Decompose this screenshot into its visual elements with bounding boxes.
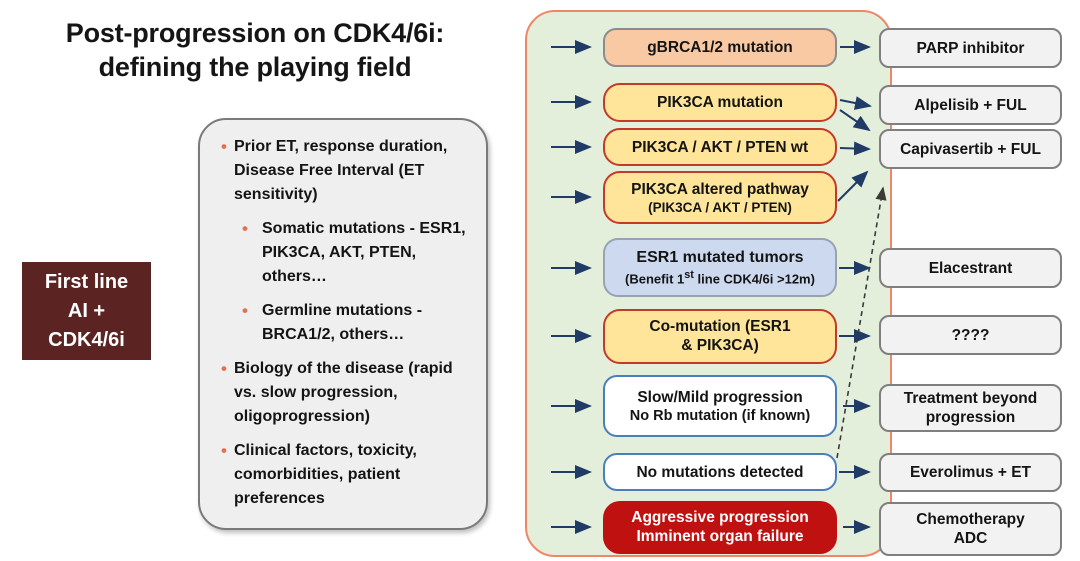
treatment-label-line2: progression <box>925 409 1016 426</box>
mutation-box-slow-mild-progression: Slow/Mild progression No Rb mutation (if… <box>603 375 837 437</box>
treatment-label: Chemotherapy <box>916 511 1025 528</box>
treatment-box-parp-inhibitor: PARP inhibitor <box>879 28 1062 68</box>
list-item: Somatic mutations - ESR1, PIK3CA, AKT, P… <box>220 217 472 289</box>
mutation-box-esr1-mutated: ESR1 mutated tumors (Benefit 1st line CD… <box>603 238 837 297</box>
page-title-line2: defining the playing field <box>98 52 412 82</box>
mutation-label: Slow/Mild progression <box>637 388 803 406</box>
list-item: Prior ET, response duration, Disease Fre… <box>220 135 472 207</box>
mutation-box-aggressive-progression: Aggressive progression Imminent organ fa… <box>603 501 837 554</box>
considerations-list: Prior ET, response duration, Disease Fre… <box>220 135 472 511</box>
mutation-sublabel: (Benefit 1st line CDK4/6i >12m) <box>625 267 815 287</box>
mutation-label: Co-mutation (ESR1 <box>649 318 791 335</box>
treatment-box-treatment-beyond-progression: Treatment beyond progression <box>879 384 1062 432</box>
consideration-text: Germline mutations - BRCA1/2, others… <box>262 302 423 343</box>
page-title: Post-progression on CDK4/6i: defining th… <box>25 16 485 84</box>
treatment-label: Elacestrant <box>928 259 1013 277</box>
first-line-treatment-box: First line AI + CDK4/6i <box>22 262 151 360</box>
mutation-label-line2: Imminent organ failure <box>636 528 804 545</box>
treatment-box-everolimus: Everolimus + ET <box>879 453 1062 492</box>
mutation-label: PIK3CA mutation <box>656 94 783 111</box>
treatment-label: PARP inhibitor <box>916 39 1025 57</box>
mutation-label: ESR1 mutated tumors <box>636 248 804 266</box>
mutation-label: gBRCA1/2 mutation <box>647 39 793 56</box>
mutation-label: PIK3CA / AKT / PTEN wt <box>631 138 809 156</box>
treatment-label: Everolimus + ET <box>909 464 1032 481</box>
treatment-label: Treatment beyond <box>903 390 1038 407</box>
treatment-label: Alpelisib + FUL <box>914 96 1027 114</box>
consideration-text: Clinical factors, toxicity, comorbiditie… <box>234 442 417 507</box>
page-title-line1: Post-progression on CDK4/6i: <box>65 18 445 48</box>
mutation-label-line2: No Rb mutation (if known) <box>629 407 811 424</box>
mutation-box-pik3ca-mutation: PIK3CA mutation <box>603 83 837 122</box>
mutation-box-pik3ca-altered-pathway: PIK3CA altered pathway (PIK3CA / AKT / P… <box>603 171 837 224</box>
considerations-panel: Prior ET, response duration, Disease Fre… <box>198 118 488 530</box>
treatment-box-alpelisib: Alpelisib + FUL <box>879 85 1062 125</box>
treatment-label: Capivasertib + FUL <box>900 140 1041 158</box>
first-line-text-3: CDK4/6i <box>48 328 125 351</box>
mutation-box-pik3ca-akt-pten-wt: PIK3CA / AKT / PTEN wt <box>603 128 837 166</box>
treatment-label: ???? <box>951 326 990 344</box>
mutation-label-line2: & PIK3CA) <box>681 337 759 354</box>
list-item: Clinical factors, toxicity, comorbiditie… <box>220 439 472 511</box>
list-item: Germline mutations - BRCA1/2, others… <box>220 299 472 347</box>
treatment-box-elacestrant: Elacestrant <box>879 248 1062 288</box>
sublabel-superscript: st <box>684 268 694 281</box>
mutation-box-no-mutations: No mutations detected <box>603 453 837 491</box>
sublabel-prefix: (Benefit 1 <box>625 271 685 287</box>
treatment-label-line2: ADC <box>953 530 988 547</box>
consideration-text: Biology of the disease (rapid vs. slow p… <box>234 360 453 425</box>
first-line-text-2: AI + <box>67 299 106 322</box>
treatment-box-chemotherapy-adc: Chemotherapy ADC <box>879 502 1062 556</box>
list-item: Biology of the disease (rapid vs. slow p… <box>220 357 472 429</box>
mutation-box-gbrca: gBRCA1/2 mutation <box>603 28 837 67</box>
first-line-text-1: First line <box>44 270 129 293</box>
consideration-text: Somatic mutations - ESR1, PIK3CA, AKT, P… <box>262 220 466 285</box>
mutation-box-co-mutation: Co-mutation (ESR1 & PIK3CA) <box>603 309 837 364</box>
treatment-box-capivasertib: Capivasertib + FUL <box>879 129 1062 169</box>
mutation-sublabel: (PIK3CA / AKT / PTEN) <box>648 199 792 215</box>
mutation-label: PIK3CA altered pathway <box>631 180 809 198</box>
treatment-box-unknown: ???? <box>879 315 1062 355</box>
sublabel-suffix: line CDK4/6i >12m) <box>693 271 815 287</box>
mutation-label: No mutations detected <box>636 463 804 481</box>
mutation-label: Aggressive progression <box>631 509 809 526</box>
consideration-text: Prior ET, response duration, Disease Fre… <box>234 138 448 203</box>
